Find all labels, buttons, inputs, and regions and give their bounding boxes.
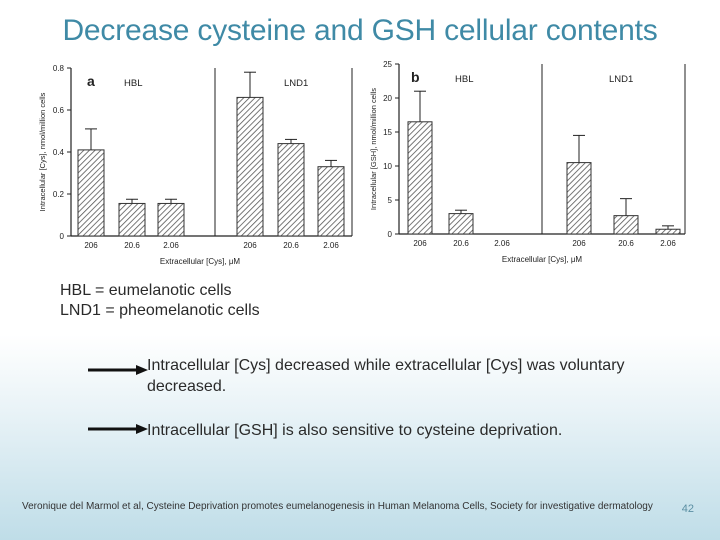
y-tick-label: 0 [60, 232, 65, 241]
bar [157, 202, 185, 237]
chart-panel-a: 0 0.2 0.4 0.6 0.8 Intracellular [Cys], nmol/m… [34, 58, 360, 290]
x-tick-label: 20.6 [283, 241, 299, 250]
bar [448, 213, 474, 235]
y-tick-label: 20 [383, 94, 392, 103]
bar [77, 149, 105, 237]
arrow-right-icon [88, 424, 148, 434]
x-tick-label: 206 [243, 241, 257, 250]
arrow-right-icon [88, 365, 148, 375]
group-label: HBL [124, 78, 142, 89]
y-tick-label: 10 [383, 162, 392, 171]
note-gsh: Intracellular [GSH] is also sensitive to… [147, 422, 563, 439]
y-axis-label: Intracellular [Cys], nmol/million cells [38, 92, 47, 211]
y-tick-label: 15 [383, 128, 392, 137]
x-tick-label: 2.06 [163, 241, 179, 250]
x-tick-label: 20.6 [618, 239, 634, 248]
x-tick-label: 20.6 [124, 241, 140, 250]
legend-lnd1: LND1 = pheomelanotic cells [60, 302, 260, 319]
x-tick-label: 206 [413, 239, 427, 248]
y-tick-label: 0.8 [53, 64, 65, 73]
chart-b-svg: 0 5 10 15 20 25 Intracellular [GSH], nmol/mill… [369, 60, 686, 264]
bar [407, 121, 433, 235]
cell-legend: HBL = eumelanotic cells LND1 = pheomelan… [60, 281, 260, 321]
panel-letter: b [411, 69, 420, 85]
panel-letter: a [87, 73, 95, 89]
bar [236, 96, 264, 237]
bar [566, 162, 592, 235]
bar [277, 143, 305, 237]
page-number: 42 [681, 503, 694, 515]
group-label: HBL [455, 74, 473, 85]
slide-title: Decrease cysteine and GSH cellular conte… [62, 14, 658, 47]
legend-hbl: HBL = eumelanotic cells [60, 282, 232, 299]
y-axis-label: Intracellular [GSH], nmol/million cells [369, 88, 378, 210]
group-label: LND1 [609, 74, 633, 85]
bar [118, 202, 146, 237]
chart-a-svg: 0 0.2 0.4 0.6 0.8 Intracellular [Cys], nmol/m… [38, 64, 353, 266]
citation: Veronique del Marmol et al, Cysteine Dep… [22, 501, 653, 512]
x-tick-label: 20.6 [453, 239, 469, 248]
x-tick-label: 206 [572, 239, 586, 248]
y-tick-label: 5 [388, 196, 393, 205]
bar [613, 215, 639, 235]
x-axis-label: Extracellular [Cys], μM [502, 255, 583, 264]
x-tick-label: 2.06 [660, 239, 676, 248]
y-tick-label: 0.2 [53, 190, 65, 199]
x-axis-label: Extracellular [Cys], μM [160, 257, 241, 266]
y-tick-label: 0.6 [53, 106, 65, 115]
x-tick-label: 2.06 [494, 239, 510, 248]
bar [317, 166, 345, 237]
bar [655, 228, 681, 235]
x-tick-label: 206 [84, 241, 98, 250]
y-tick-label: 25 [383, 60, 392, 69]
chart-panel-b: 0 5 10 15 20 25 Intracellular [GSH], nmol/mill… [367, 58, 700, 270]
note-cys: Intracellular [Cys] decreased while extr… [147, 357, 625, 395]
x-tick-label: 2.06 [323, 241, 339, 250]
group-label: LND1 [284, 78, 308, 89]
y-tick-label: 0.4 [53, 148, 65, 157]
y-tick-label: 0 [388, 230, 393, 239]
